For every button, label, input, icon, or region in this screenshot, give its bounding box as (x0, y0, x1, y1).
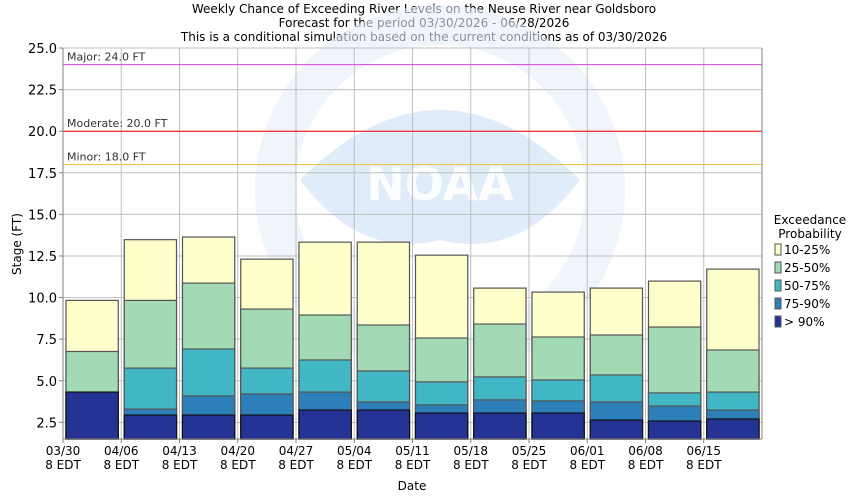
y-tick-label: 7.5 (36, 333, 57, 348)
bar-segment--90- (531, 412, 585, 440)
x-axis-label: Date (398, 479, 427, 493)
x-tick-sublabel: 8 EDT (569, 458, 605, 472)
legend-label: 50-75% (784, 279, 830, 293)
y-tick-label: 25.0 (28, 42, 57, 57)
legend-label: 25-50% (784, 261, 830, 275)
y-tick-label: 15.0 (28, 208, 57, 223)
x-tick-label: 06/01 (570, 444, 605, 458)
threshold-label: Moderate: 20.0 FT (67, 117, 168, 130)
legend-swatch (774, 315, 782, 328)
x-tick-label: 05/18 (453, 444, 488, 458)
x-tick-sublabel: 8 EDT (45, 458, 81, 472)
x-tick-label: 06/08 (628, 444, 663, 458)
x-tick-sublabel: 8 EDT (278, 458, 314, 472)
bar-segment--90- (240, 414, 294, 440)
bar-segment--90- (181, 414, 236, 440)
y-tick-label: 12.5 (28, 250, 57, 265)
x-tick-sublabel: 8 EDT (103, 458, 139, 472)
x-tick-label: 03/30 (46, 444, 81, 458)
x-tick-sublabel: 8 EDT (395, 458, 431, 472)
bar-segment--90- (647, 420, 702, 440)
bar-segment--90- (589, 419, 644, 440)
x-tick-label: 05/25 (512, 444, 547, 458)
x-tick-label: 04/06 (104, 444, 139, 458)
x-tick-sublabel: 8 EDT (162, 458, 198, 472)
x-tick-label: 06/15 (686, 444, 721, 458)
y-axis-label: Stage (FT) (10, 213, 24, 275)
x-tick-sublabel: 8 EDT (336, 458, 372, 472)
x-tick-label: 05/11 (395, 444, 430, 458)
y-tick-label: 2.5 (36, 416, 57, 431)
bar-segment--90- (65, 391, 119, 440)
y-tick-label: 5.0 (36, 375, 57, 390)
threshold-label: Major: 24.0 FT (67, 51, 146, 64)
bar-segment--90- (123, 414, 178, 440)
legend-swatch (774, 243, 782, 256)
x-tick-sublabel: 8 EDT (511, 458, 547, 472)
bar-segment--90- (414, 412, 469, 440)
y-tick-label: 20.0 (28, 125, 57, 140)
legend-swatch (774, 261, 782, 274)
bar-segment--90- (706, 418, 760, 440)
legend-label: > 90% (784, 315, 825, 329)
svg-text:NOAA: NOAA (366, 157, 514, 211)
legend-swatch (774, 297, 782, 310)
x-tick-sublabel: 8 EDT (220, 458, 256, 472)
x-tick-label: 04/20 (220, 444, 255, 458)
x-tick-label: 04/27 (279, 444, 314, 458)
bar-segment--90- (473, 412, 527, 440)
x-tick-sublabel: 8 EDT (628, 458, 664, 472)
y-tick-label: 22.5 (28, 84, 57, 99)
bar-segment--90- (298, 409, 352, 440)
legend-title-2: Probability (778, 227, 841, 241)
x-tick-label: 04/13 (162, 444, 197, 458)
threshold-label: Minor: 18.0 FT (67, 150, 146, 163)
x-tick-sublabel: 8 EDT (453, 458, 489, 472)
y-tick-label: 10.0 (28, 292, 57, 307)
legend-swatch (774, 279, 782, 292)
bar-segment--90- (356, 409, 411, 440)
y-tick-label: 17.5 (28, 167, 57, 182)
x-tick-sublabel: 8 EDT (686, 458, 722, 472)
x-tick-label: 05/04 (337, 444, 372, 458)
legend-label: 10-25% (784, 243, 830, 257)
legend-title-1: Exceedance (774, 213, 846, 227)
legend-label: 75-90% (784, 297, 830, 311)
